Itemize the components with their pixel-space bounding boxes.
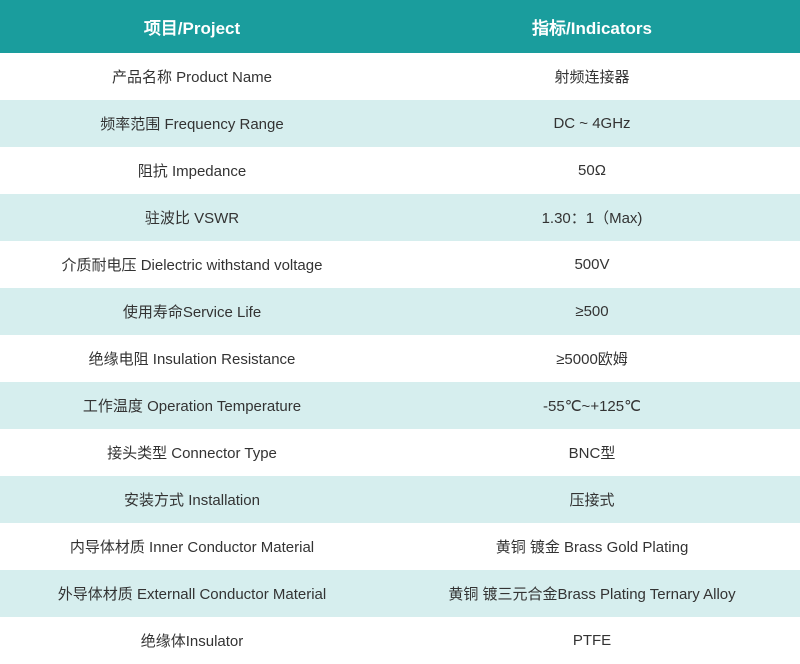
cell-indicator: -55℃~+125℃ xyxy=(384,382,800,429)
cell-indicator: ≥5000欧姆 xyxy=(384,335,800,382)
table-row: 外导体材质 Externall Conductor Material 黄铜 镀三… xyxy=(0,570,800,617)
cell-project: 外导体材质 Externall Conductor Material xyxy=(0,570,384,617)
cell-indicator: DC ~ 4GHz xyxy=(384,100,800,147)
header-indicators: 指标/Indicators xyxy=(384,0,800,53)
cell-indicator: PTFE xyxy=(384,617,800,664)
table-row: 绝缘体Insulator PTFE xyxy=(0,617,800,664)
header-project: 项目/Project xyxy=(0,0,384,53)
table-row: 介质耐电压 Dielectric withstand voltage 500V xyxy=(0,241,800,288)
table-row: 绝缘电阻 Insulation Resistance ≥5000欧姆 xyxy=(0,335,800,382)
cell-indicator: 黄铜 镀三元合金Brass Plating Ternary Alloy xyxy=(384,570,800,617)
cell-project: 使用寿命Service Life xyxy=(0,288,384,335)
cell-project: 接头类型 Connector Type xyxy=(0,429,384,476)
cell-project: 驻波比 VSWR xyxy=(0,194,384,241)
cell-indicator: 500V xyxy=(384,241,800,288)
cell-project: 工作温度 Operation Temperature xyxy=(0,382,384,429)
cell-indicator: 射频连接器 xyxy=(384,53,800,100)
cell-indicator: 50Ω xyxy=(384,147,800,194)
cell-indicator: 压接式 xyxy=(384,476,800,523)
spec-table-container: 项目/Project 指标/Indicators 产品名称 Product Na… xyxy=(0,0,800,664)
spec-table: 项目/Project 指标/Indicators 产品名称 Product Na… xyxy=(0,0,800,664)
table-row: 工作温度 Operation Temperature -55℃~+125℃ xyxy=(0,382,800,429)
cell-project: 安装方式 Installation xyxy=(0,476,384,523)
table-row: 安装方式 Installation 压接式 xyxy=(0,476,800,523)
table-body: 产品名称 Product Name 射频连接器 频率范围 Frequency R… xyxy=(0,53,800,664)
cell-project: 频率范围 Frequency Range xyxy=(0,100,384,147)
cell-project: 产品名称 Product Name xyxy=(0,53,384,100)
cell-indicator: 1.30：1（Max) xyxy=(384,194,800,241)
table-row: 内导体材质 Inner Conductor Material 黄铜 镀金 Bra… xyxy=(0,523,800,570)
cell-indicator: BNC型 xyxy=(384,429,800,476)
cell-indicator: ≥500 xyxy=(384,288,800,335)
table-header-row: 项目/Project 指标/Indicators xyxy=(0,0,800,53)
cell-indicator: 黄铜 镀金 Brass Gold Plating xyxy=(384,523,800,570)
table-row: 频率范围 Frequency Range DC ~ 4GHz xyxy=(0,100,800,147)
cell-project: 绝缘电阻 Insulation Resistance xyxy=(0,335,384,382)
cell-project: 绝缘体Insulator xyxy=(0,617,384,664)
table-row: 阻抗 Impedance 50Ω xyxy=(0,147,800,194)
cell-project: 阻抗 Impedance xyxy=(0,147,384,194)
table-row: 使用寿命Service Life ≥500 xyxy=(0,288,800,335)
cell-project: 内导体材质 Inner Conductor Material xyxy=(0,523,384,570)
cell-project: 介质耐电压 Dielectric withstand voltage xyxy=(0,241,384,288)
table-row: 驻波比 VSWR 1.30：1（Max) xyxy=(0,194,800,241)
table-row: 接头类型 Connector Type BNC型 xyxy=(0,429,800,476)
table-row: 产品名称 Product Name 射频连接器 xyxy=(0,53,800,100)
